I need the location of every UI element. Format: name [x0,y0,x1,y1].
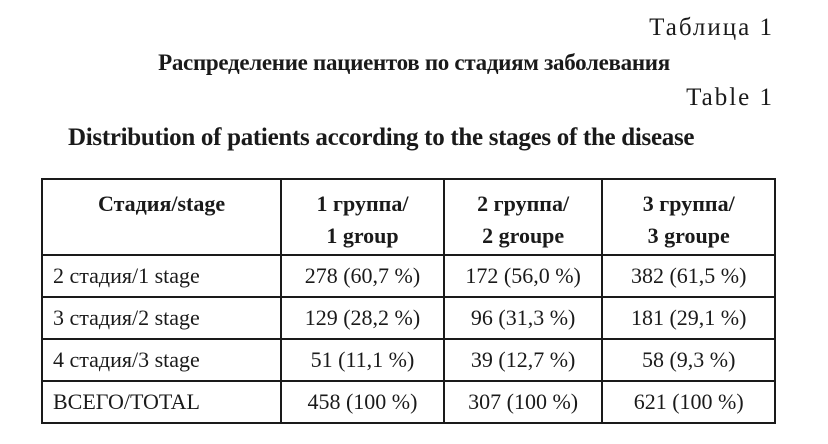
stage-cell: 4 стадия/3 stage [40,338,283,382]
group-2-cell: 39 (12,7 %) [442,338,604,382]
group-1-cell: 278 (60,7 %) [280,254,445,298]
header-group-3-line1: 3 группа/ [642,191,735,216]
header-group-3: 3 группа/ 3 groupe [601,178,776,256]
group-1-cell: 129 (28,2 %) [280,296,445,340]
stage-cell: 2 стадия/1 stage [40,254,283,298]
header-group-1-line1: 1 группа/ [316,191,409,216]
group-3-cell: 382 (61,5 %) [601,254,776,298]
group-2-cell: 172 (56,0 %) [442,254,604,298]
header-group-1: 1 группа/ 1 group [280,178,445,256]
header-stage-line1: Стадия/stage [98,191,226,216]
header-group-2-line1: 2 группа/ [477,191,570,216]
table-row: 4 стадия/3 stage 51 (11,1 %) 39 (12,7 %)… [40,338,776,382]
table-title-ru: Распределение пациентов по стадиям забол… [158,50,670,75]
stage-cell: 3 стадия/2 stage [40,296,283,340]
header-group-2-line2: 2 groupe [482,223,565,248]
table-title-en: Distribution of patients according to th… [68,124,695,151]
table-label-en: Table 1 [686,84,774,111]
patients-by-stage-table: Стадия/stage 1 группа/ 1 group 2 группа/… [40,178,776,424]
group-3-cell: 621 (100 %) [601,380,776,424]
header-group-2: 2 группа/ 2 groupe [442,178,604,256]
header-group-1-line2: 1 group [326,223,399,248]
group-2-cell: 96 (31,3 %) [442,296,604,340]
group-1-cell: 458 (100 %) [280,380,445,424]
group-3-cell: 181 (29,1 %) [601,296,776,340]
group-3-cell: 58 (9,3 %) [601,338,776,382]
header-stage: Стадия/stage [40,178,283,256]
table-row: 2 стадия/1 stage 278 (60,7 %) 172 (56,0 … [40,254,776,298]
group-1-cell: 51 (11,1 %) [280,338,445,382]
table-row: 3 стадия/2 stage 129 (28,2 %) 96 (31,3 %… [40,296,776,340]
table-header-row: Стадия/stage 1 группа/ 1 group 2 группа/… [40,178,776,256]
group-2-cell: 307 (100 %) [442,380,604,424]
table-row-total: ВСЕГО/TOTAL 458 (100 %) 307 (100 %) 621 … [40,380,776,424]
stage-cell: ВСЕГО/TOTAL [40,380,283,424]
header-group-3-line2: 3 groupe [647,223,730,248]
table-label-ru: Таблица 1 [649,14,774,41]
